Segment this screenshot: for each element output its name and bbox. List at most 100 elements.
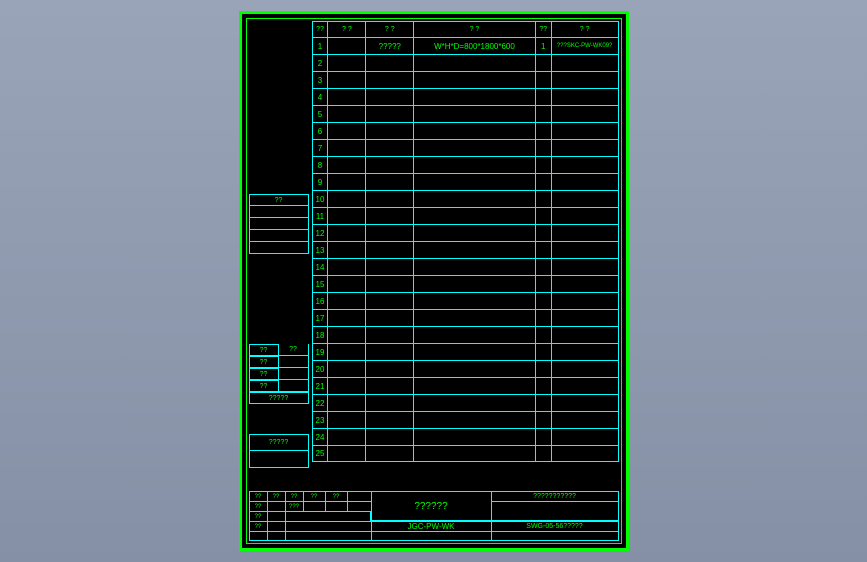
table-cell	[365, 275, 413, 292]
table-cell	[327, 71, 365, 88]
table-cell	[551, 224, 619, 241]
left-revision-block-1: ??	[249, 194, 309, 254]
table-cell	[413, 207, 535, 224]
tb-cell: ??	[249, 501, 267, 511]
header-col5: ??	[535, 21, 551, 37]
table-cell	[551, 275, 619, 292]
table-cell	[535, 105, 551, 122]
tb-cell	[285, 531, 371, 541]
left-block-3: ?????	[249, 434, 309, 468]
left-block2-cell: ??	[249, 356, 279, 368]
tb-cell	[285, 511, 371, 521]
table-cell	[365, 190, 413, 207]
drawing-code-right: SWG-05-56?????	[491, 521, 619, 531]
table-cell: 7	[312, 139, 328, 156]
table-row: 13	[312, 241, 619, 258]
table-cell	[551, 88, 619, 105]
table-row: 5	[312, 105, 619, 122]
table-cell	[551, 173, 619, 190]
table-cell	[413, 224, 535, 241]
table-row: 1?????W*H*D=800*1800*6001???SKC-PW-WK09?	[312, 37, 619, 54]
table-cell: 3	[312, 71, 328, 88]
table-cell: 16	[312, 292, 328, 309]
tb-cell	[303, 501, 325, 511]
table-cell	[413, 173, 535, 190]
tb-cell: ??	[249, 511, 267, 521]
left-block1-label: ??	[249, 194, 309, 206]
table-cell: 23	[312, 411, 328, 428]
table-cell	[535, 173, 551, 190]
table-cell	[365, 343, 413, 360]
table-cell	[535, 88, 551, 105]
table-cell	[413, 258, 535, 275]
table-cell	[365, 411, 413, 428]
table-cell	[327, 224, 365, 241]
table-row: 18	[312, 326, 619, 343]
table-cell: 13	[312, 241, 328, 258]
tb-cell: ???	[285, 501, 303, 511]
table-cell	[365, 394, 413, 411]
table-cell	[413, 190, 535, 207]
table-row: 19	[312, 343, 619, 360]
table-cell	[551, 71, 619, 88]
table-cell	[327, 292, 365, 309]
table-row: 24	[312, 428, 619, 445]
drawing-title: ??????	[371, 491, 491, 521]
tb-cell: ??	[249, 491, 267, 501]
table-cell: 2	[312, 54, 328, 71]
table-cell	[327, 54, 365, 71]
table-cell	[327, 445, 365, 462]
tb-spare	[491, 501, 619, 521]
table-cell	[413, 428, 535, 445]
table-row: 12	[312, 224, 619, 241]
tb-cell: ??	[285, 491, 303, 501]
table-cell: 8	[312, 156, 328, 173]
table-cell: ?????	[365, 37, 413, 54]
table-cell	[535, 71, 551, 88]
tb-cell	[491, 531, 619, 541]
table-row: 8	[312, 156, 619, 173]
table-cell	[327, 326, 365, 343]
table-cell: 10	[312, 190, 328, 207]
left-block2-cell: ??	[249, 344, 279, 356]
drawing-frame: ?? ? ? ? ? ? ? ?? ? ? 1?????W*H*D=800*18…	[239, 11, 629, 551]
table-cell	[327, 139, 365, 156]
table-cell	[327, 37, 365, 54]
table-cell	[413, 275, 535, 292]
table-cell	[365, 173, 413, 190]
table-cell	[365, 258, 413, 275]
left-block1-item	[249, 206, 309, 218]
header-col4: ? ?	[413, 21, 535, 37]
tb-cell	[347, 501, 371, 511]
tb-cell	[285, 521, 371, 531]
table-cell	[327, 309, 365, 326]
table-cell	[535, 54, 551, 71]
table-cell	[365, 224, 413, 241]
title-block: ?? ?? ?? ?? ?? ?????? ??????????? ?? ???…	[249, 491, 619, 541]
header-num: ??	[312, 21, 328, 37]
table-cell	[535, 139, 551, 156]
table-cell	[413, 88, 535, 105]
table-cell: W*H*D=800*1800*600	[413, 37, 535, 54]
table-cell: ???SKC-PW-WK09?	[551, 37, 619, 54]
table-cell	[413, 71, 535, 88]
table-cell	[365, 139, 413, 156]
table-cell	[535, 224, 551, 241]
left-revision-block-2: ?? ?? ?? ?? ?? ?????	[249, 344, 309, 404]
table-cell	[551, 428, 619, 445]
table-cell	[365, 445, 413, 462]
table-cell: 6	[312, 122, 328, 139]
table-cell	[551, 122, 619, 139]
table-row: 17	[312, 309, 619, 326]
table-row: 11	[312, 207, 619, 224]
table-cell	[535, 377, 551, 394]
table-cell	[413, 445, 535, 462]
table-cell: 19	[312, 343, 328, 360]
table-cell	[327, 258, 365, 275]
table-row: 7	[312, 139, 619, 156]
tb-cell	[371, 531, 491, 541]
table-cell	[535, 445, 551, 462]
table-cell	[365, 326, 413, 343]
table-cell: 22	[312, 394, 328, 411]
table-cell	[413, 241, 535, 258]
